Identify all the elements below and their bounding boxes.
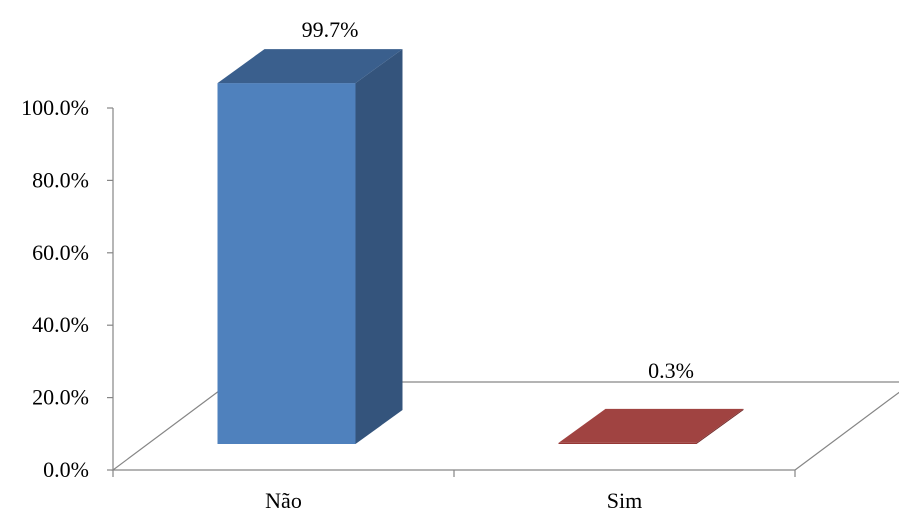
bar [217,49,403,444]
y-tick-label: 20.0% [32,385,89,410]
x-axis: Não Sim [112,470,796,512]
bars [217,49,744,444]
x-category-label: Sim [607,488,642,512]
bar-front [217,83,356,444]
bar [558,408,744,444]
bar-side [696,408,744,444]
y-tick-label: 100.0% [21,95,89,120]
bar-front [558,442,697,444]
y-tick-label: 0.0% [43,457,89,482]
y-tick-label: 60.0% [32,240,89,265]
bar-top [217,49,403,84]
data-label: 0.3% [648,358,694,383]
chart-floor [111,381,899,471]
floor-outline [111,381,899,471]
y-tick-label: 40.0% [32,312,89,337]
y-tick-label: 80.0% [32,167,89,192]
bar-side [355,49,403,444]
data-labels: 99.7% 0.3% [302,17,694,383]
data-label: 99.7% [302,17,359,42]
bar-top [558,408,744,443]
x-category-label: Não [265,488,302,512]
y-axis: 0.0% 20.0% 40.0% 60.0% 80.0% 100.0% [21,95,114,482]
